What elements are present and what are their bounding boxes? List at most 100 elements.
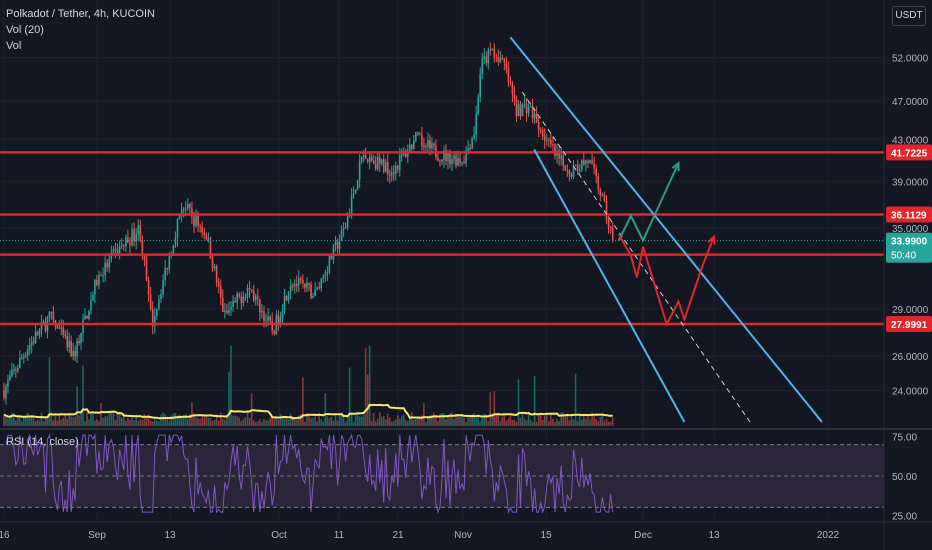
candle-body xyxy=(120,245,123,247)
symbol-title[interactable]: Polkadot / Tether, 4h, KUCOIN xyxy=(6,8,155,20)
candle-body xyxy=(459,158,461,163)
candle-body xyxy=(576,165,579,172)
candle-body xyxy=(60,327,63,329)
candle-body xyxy=(74,350,76,357)
volume-bar xyxy=(114,419,117,426)
candle-body xyxy=(224,310,226,312)
candle-body xyxy=(116,249,119,255)
volume-bar xyxy=(328,418,331,426)
projection-paths[interactable] xyxy=(617,160,716,327)
volume-bar xyxy=(425,421,427,426)
candle-body xyxy=(382,159,385,172)
volume-bar xyxy=(36,419,39,426)
volume-bar xyxy=(205,415,208,426)
candle-body xyxy=(168,255,171,270)
candle-body xyxy=(372,160,375,164)
volume-bar xyxy=(334,415,337,426)
volume-bar xyxy=(324,393,327,426)
candle-body xyxy=(100,275,102,277)
volume-bar xyxy=(32,418,35,426)
descending-channel[interactable] xyxy=(509,36,823,423)
candle-body xyxy=(143,254,146,261)
volume-bar xyxy=(354,415,357,426)
currency-button[interactable]: USDT xyxy=(892,6,926,26)
candle-body xyxy=(19,357,21,369)
candle-body xyxy=(209,237,212,259)
volume-bar xyxy=(380,416,383,426)
time-axis[interactable]: 16 Sep 13 Oct 11 21 Nov 15 Dec 13 2022 xyxy=(0,530,840,541)
volume-bar xyxy=(531,421,534,426)
projection-green-path xyxy=(617,162,680,243)
volume-bar xyxy=(66,418,69,426)
volume-bar xyxy=(445,419,447,426)
candle-body xyxy=(439,160,441,162)
volume-bar xyxy=(20,421,23,426)
volume-bar xyxy=(110,412,113,426)
volume-bar xyxy=(191,402,193,426)
volume-bar xyxy=(92,413,94,426)
price-axis[interactable]: 52.0000 47.0000 43.0000 39.0000 35.0000 29.00… xyxy=(892,54,929,398)
candle-body xyxy=(201,226,204,233)
candle-body xyxy=(429,140,431,149)
candle-body xyxy=(72,350,74,357)
volume-bar xyxy=(176,415,179,426)
volume-bar xyxy=(529,419,532,426)
candle-body xyxy=(356,179,359,190)
candle-body xyxy=(400,155,403,157)
candle-body xyxy=(605,200,608,220)
candle-body xyxy=(431,143,433,149)
candle-body xyxy=(114,248,117,250)
candle-body xyxy=(273,330,276,335)
level-price-tag-bg xyxy=(886,206,932,223)
volume-bar xyxy=(3,414,5,426)
volume-bar xyxy=(88,419,90,426)
candle-body xyxy=(539,129,542,131)
candle-body xyxy=(86,315,88,319)
horizontal-levels[interactable] xyxy=(0,151,884,326)
candle-body xyxy=(236,293,239,303)
candle-body xyxy=(34,332,37,343)
volume-bar xyxy=(56,420,59,426)
volume-bar xyxy=(76,386,78,426)
volume-indicator-label[interactable]: Vol (20) xyxy=(6,24,44,36)
candle-body xyxy=(104,262,106,276)
volume-bar xyxy=(501,416,504,426)
candle-body xyxy=(447,151,449,161)
volume-bar xyxy=(209,418,212,426)
volume-bar xyxy=(509,415,512,426)
candle-body xyxy=(215,266,218,282)
candle-body xyxy=(166,268,169,270)
candle-body xyxy=(386,161,389,176)
volume-bar xyxy=(300,414,302,426)
volume-ma-line xyxy=(3,403,613,420)
price-tick-label: 29.0000 xyxy=(892,305,929,316)
volume-bar xyxy=(513,419,516,426)
candle-body xyxy=(291,285,294,287)
volume-bar xyxy=(273,418,276,426)
volume-bar xyxy=(545,412,548,426)
volume-label[interactable]: Vol xyxy=(6,40,22,52)
volume-bar xyxy=(68,412,71,426)
candle-body xyxy=(543,136,546,141)
volume-bar xyxy=(374,421,377,426)
candle-body xyxy=(368,156,371,162)
rsi-axis[interactable]: 75.00 50.00 25.00 xyxy=(892,433,917,523)
volume-bar xyxy=(104,416,106,426)
volume-bar xyxy=(199,419,201,426)
volume-bar xyxy=(320,419,323,426)
rsi-indicator-label[interactable]: RSI (14, close) xyxy=(6,436,79,448)
volume-bar xyxy=(350,413,353,426)
volume-bar xyxy=(547,420,550,426)
candle-body xyxy=(189,204,191,209)
candle-body xyxy=(240,296,243,303)
candle-body xyxy=(141,240,144,255)
volume-bar xyxy=(527,414,530,426)
candle-body xyxy=(195,215,197,227)
volume-bar xyxy=(108,413,111,426)
volume-bar xyxy=(232,415,234,426)
volume-bar xyxy=(415,419,417,426)
volume-bar xyxy=(261,421,263,426)
volume-bar xyxy=(505,420,508,426)
